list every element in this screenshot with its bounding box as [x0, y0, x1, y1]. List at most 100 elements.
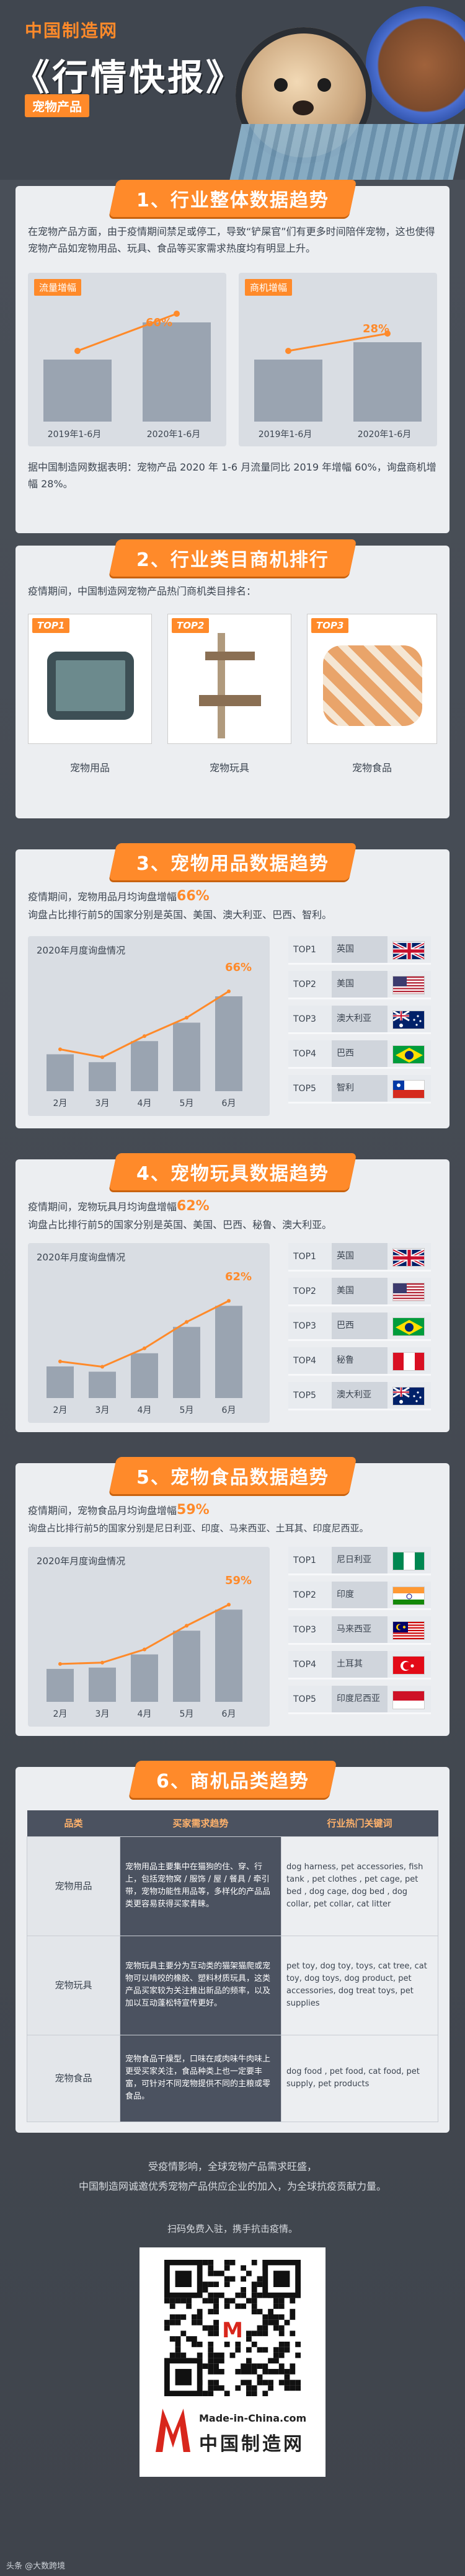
merchant-label-2019: 2019年1-6月	[258, 430, 312, 440]
traffic-tag: 流量增幅	[34, 279, 82, 296]
top-country-row: TOP2 美国	[288, 971, 431, 999]
traffic-chart-card: 流量增幅 60% 2019年1-6月 2020年1-6月	[28, 273, 226, 446]
dog-nose	[293, 100, 314, 115]
pet-treats-image	[323, 645, 422, 726]
month-bar	[89, 1371, 116, 1398]
footer-line-1: 受疫情影响，全球宠物产品需求旺盛，	[148, 2161, 317, 2172]
logo-en: Made-in-China.com	[199, 2412, 307, 2424]
country-rank: TOP1	[293, 1252, 316, 1262]
top-country-row: TOP5 澳大利亚	[288, 1382, 431, 1410]
country-rank: TOP4	[293, 1049, 316, 1059]
top-country-row: TOP1 英国	[288, 1243, 431, 1272]
monthly-bar-chart: 2月 3月 4月 5月 6月	[46, 989, 242, 1109]
country-line: 询盘占比排行前5的国家分别是英国、美国、巴西、秘鲁、澳大利亚。	[28, 1219, 332, 1231]
month-label: 3月	[95, 1405, 110, 1415]
top-country-row: TOP4 巴西	[288, 1040, 431, 1069]
month-label: 2月	[53, 1099, 68, 1109]
country-rank: TOP3	[293, 1625, 316, 1635]
country-name: 美国	[332, 971, 388, 998]
section-pet-food-trend: 5、宠物食品数据趋势 疫情期间，宠物食品月均询盘增幅59% 询盘占比排行前5的国…	[16, 1457, 450, 1736]
growth-bar	[143, 322, 211, 422]
month-label: 4月	[138, 1405, 152, 1415]
growth-highlight: 66%	[177, 888, 210, 904]
qr-code-image: M	[164, 2260, 301, 2396]
month-bar	[131, 1353, 158, 1398]
month-bar	[173, 1022, 200, 1091]
trend-point	[185, 1016, 188, 1020]
traffic-label-2019: 2019年1-6月	[47, 430, 102, 440]
au-flag-icon	[392, 1387, 425, 1405]
section-title: 5、宠物食品数据趋势	[16, 1457, 450, 1494]
table-row: 宠物玩具 宠物玩具主要分为互动类的猫架猫爬或宠物可以啃咬的橡胶、塑料材质玩具，这…	[27, 1935, 438, 2035]
month-bar	[46, 1366, 74, 1398]
top3-name: 宠物食品	[352, 762, 392, 774]
country-name: 巴西	[332, 1312, 388, 1339]
pe-flag-icon	[392, 1352, 425, 1371]
trend-point	[384, 330, 391, 337]
trend-point	[227, 1603, 231, 1607]
header-keywords: 行业热门关键词	[281, 1810, 438, 1836]
chart-title: 2020年月度询盘情况	[37, 1556, 126, 1567]
section-pet-supplies-trend: 3、宠物用品数据趋势 疫情期间，宠物用品月均询盘增幅66% 询盘占比排行前5的国…	[16, 843, 450, 1128]
trend-point	[227, 1299, 231, 1303]
brand-logo: Made-in-China.com 中国制造网	[152, 2402, 313, 2464]
uk-flag-icon	[392, 941, 425, 960]
cat-tree-platform	[199, 695, 261, 706]
us-flag-icon	[392, 976, 425, 994]
top-country-row: TOP4 秘鲁	[288, 1347, 431, 1376]
header-category: 品类	[27, 1810, 120, 1836]
trend-line	[77, 312, 177, 352]
row-demand: 宠物用品主要集中在猫狗的住、穿、行上，包括宠物窝 / 服饰 / 屋 / 餐具 /…	[120, 1836, 281, 1936]
growth-line: 疫情期间，宠物食品月均询盘增幅59%	[28, 1502, 210, 1518]
month-bar	[173, 1631, 200, 1702]
top1-name: 宠物用品	[69, 762, 110, 774]
scan-prompt: 扫码免费入驻，携手抗击疫情。	[167, 2223, 298, 2234]
row-category: 宠物食品	[27, 2034, 120, 2122]
chart-growth-pct: 66%	[225, 961, 252, 974]
brand-name: 中国制造网	[25, 20, 118, 41]
month-bar	[89, 1667, 116, 1702]
country-name: 澳大利亚	[332, 1006, 388, 1032]
monthly-chart-card: 2020年月度询盘情况 2月 3月 4月 5月 6月 66%	[28, 936, 270, 1116]
footer-line-2: 中国制造网诚邀优秀宠物产品供应企业的加入，为全球抗疫贡献力量。	[78, 2180, 386, 2192]
us-flag-icon	[392, 1283, 425, 1301]
row-demand: 宠物食品干燥型，口味在咸肉味牛肉味上更受买家关注，食品种类上也一定要丰富，可针对…	[120, 2034, 281, 2122]
food-bowl-image	[366, 6, 465, 124]
row-keywords: dog food , pet food, cat food, pet suppl…	[281, 2034, 438, 2122]
row-keywords: dog harness, pet accessories, fish tank …	[281, 1836, 438, 1936]
country-rank: TOP2	[293, 980, 316, 989]
country-name: 澳大利亚	[332, 1382, 388, 1409]
qr-code-box[interactable]: M Made-in-China.com 中国制造网	[140, 2247, 326, 2477]
month-label: 4月	[138, 1709, 152, 1719]
uk-flag-icon	[392, 1248, 425, 1267]
page-title: 《行情快报》	[14, 56, 245, 99]
top-country-row: TOP1 尼日利亚	[288, 1547, 431, 1575]
section-title: 1、行业整体数据趋势	[16, 180, 450, 217]
country-rank: TOP5	[293, 1391, 316, 1401]
country-line: 询盘占比排行前5的国家分别是尼日利亚、印度、马来西亚、土耳其、印度尼西亚。	[28, 1523, 369, 1534]
country-name: 美国	[332, 1278, 388, 1304]
month-label: 6月	[222, 1709, 236, 1719]
category-badge: 宠物产品	[25, 94, 89, 117]
litter-tray-image	[229, 124, 465, 180]
country-name: 土耳其	[332, 1651, 388, 1678]
month-label: 2月	[53, 1709, 68, 1719]
header-banner: 中国制造网 《行情快报》 宠物产品	[0, 0, 465, 180]
top2-product-card: TOP2	[167, 614, 291, 744]
top-country-row: TOP4 土耳其	[288, 1651, 431, 1680]
country-rank: TOP5	[293, 1694, 316, 1704]
top-country-row: TOP5 印度尼西亚	[288, 1686, 431, 1714]
section-pet-toys-trend: 4、宠物玩具数据趋势 疫情期间，宠物玩具月均询盘增幅62% 询盘占比排行前5的国…	[16, 1153, 450, 1432]
country-name: 智利	[332, 1075, 388, 1102]
trend-point	[58, 1047, 62, 1051]
month-bar	[215, 996, 242, 1091]
month-label: 2月	[53, 1405, 68, 1415]
country-rank: TOP2	[293, 1286, 316, 1296]
monthly-chart-card: 2020年月度询盘情况 2月 3月 4月 5月 6月 62%	[28, 1243, 270, 1423]
monthly-bar-chart: 2月 3月 4月 5月 6月	[46, 1299, 242, 1415]
tr-flag-icon	[392, 1656, 425, 1675]
country-rank: TOP3	[293, 1014, 316, 1024]
month-label: 5月	[180, 1099, 194, 1109]
country-rank: TOP1	[293, 1556, 316, 1565]
